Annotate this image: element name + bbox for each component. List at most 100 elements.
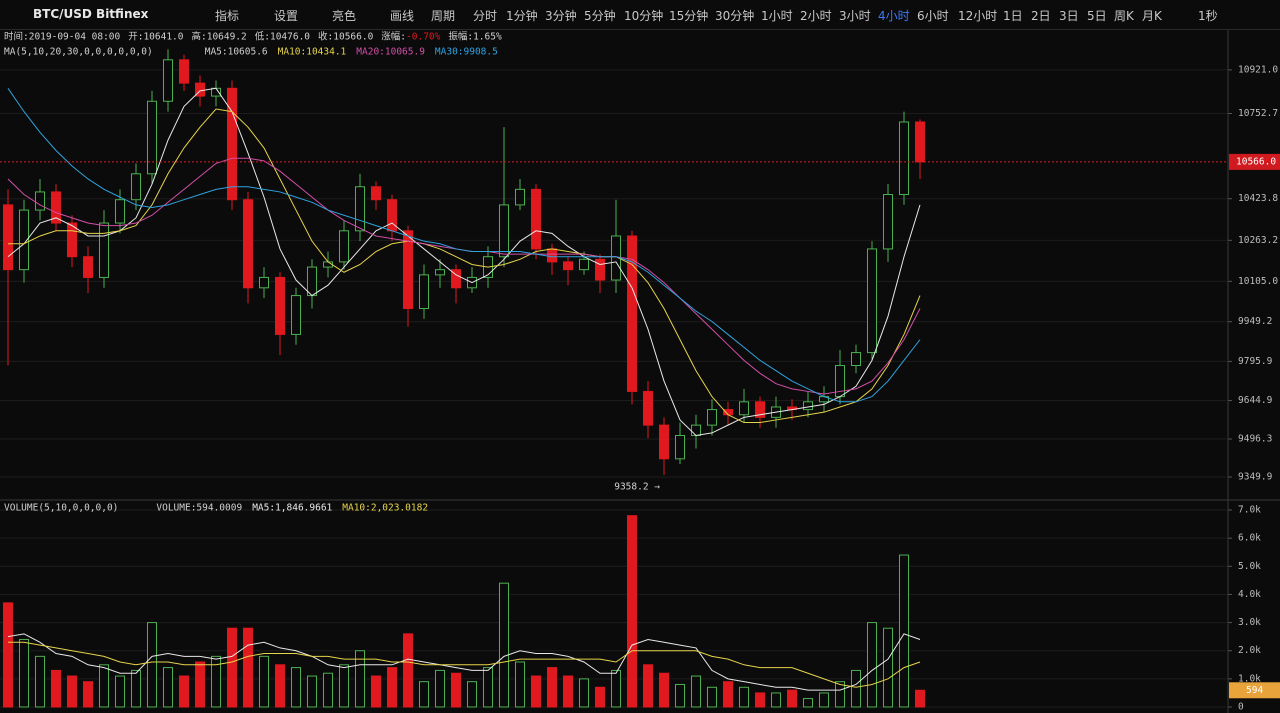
volume-bar	[83, 681, 93, 708]
toolbar-item[interactable]: 2日	[1031, 9, 1051, 23]
toolbar-item[interactable]: 设置	[274, 9, 299, 23]
candle-body	[755, 401, 765, 418]
y-tick-label: 9496.3	[1238, 434, 1272, 445]
candle-body	[227, 87, 237, 201]
toolbar-item[interactable]: 分时	[473, 9, 498, 23]
candle-body	[19, 209, 29, 271]
legend-text: MA(5,10,20,30,0,0,0,0,0,0)	[4, 47, 153, 58]
last-volume-box	[1229, 682, 1280, 699]
volume-bar	[195, 661, 205, 708]
volume-bar	[755, 692, 765, 708]
toolbar-item[interactable]: 10分钟	[624, 9, 664, 23]
volume-bar	[531, 675, 541, 708]
volume-bar	[403, 633, 413, 708]
volume-bar	[323, 672, 333, 708]
volume-bar	[707, 686, 717, 708]
volume-bar	[851, 669, 861, 708]
volume-bar	[179, 675, 189, 708]
candle-body	[595, 258, 605, 281]
toolbar-item[interactable]: 30分钟	[715, 9, 755, 23]
candle-body	[675, 434, 685, 460]
toolbar-item[interactable]: 1秒	[1198, 9, 1218, 23]
y-tick-label: 9949.2	[1238, 316, 1272, 327]
candle-body	[803, 401, 813, 411]
legend-text: VOLUME(5,10,0,0,0,0)	[4, 503, 118, 514]
volume-bar	[547, 667, 557, 708]
candle-body	[371, 186, 381, 201]
toolbar-item[interactable]: 12小时	[958, 9, 998, 23]
toolbar-item[interactable]: 1日	[1003, 9, 1023, 23]
volume-bar	[483, 667, 493, 708]
toolbar-item[interactable]: 周期	[431, 9, 456, 23]
volume-bar	[803, 698, 813, 708]
toolbar-item[interactable]: 5分钟	[584, 9, 616, 23]
candle-body	[435, 269, 445, 276]
toolbar-item[interactable]: 5日	[1087, 9, 1107, 23]
volume-bar	[147, 622, 157, 708]
volume-bar	[435, 669, 445, 708]
y-tick-label: 10921.0	[1238, 64, 1278, 75]
candle-body	[419, 274, 429, 310]
candle-body	[51, 191, 61, 224]
candle-body	[179, 59, 189, 84]
y-tick-label: 0	[1238, 702, 1244, 713]
toolbar-item[interactable]: 1小时	[761, 9, 793, 23]
volume-bar	[659, 672, 669, 708]
toolbar-item[interactable]: 15分钟	[669, 9, 709, 23]
ma-line	[8, 641, 921, 688]
toolbar-item[interactable]: 亮色	[332, 9, 357, 23]
ma-line	[7, 88, 921, 403]
candle-body	[339, 230, 349, 263]
volume-bar	[515, 661, 525, 708]
info-text: 涨幅:	[381, 31, 406, 43]
toolbar-item[interactable]: 周K	[1114, 9, 1134, 23]
last-price-label: 10566.0	[1236, 156, 1276, 167]
toolbar-item[interactable]: 2小时	[800, 9, 832, 23]
candle-body	[99, 222, 109, 278]
volume-bar	[275, 664, 285, 708]
volume-bar	[419, 681, 429, 708]
toolbar-item[interactable]: 1分钟	[506, 9, 538, 23]
volume-bar	[131, 669, 141, 708]
toolbar-item[interactable]: 6小时	[917, 9, 949, 23]
candle-body	[531, 188, 541, 250]
volume-bar	[67, 675, 77, 708]
ma-line	[7, 157, 921, 395]
volume-bar	[595, 686, 605, 708]
info-text: 振幅:1.65%	[448, 31, 502, 43]
y-tick-label: 10105.0	[1238, 276, 1278, 287]
candle-body	[627, 235, 637, 392]
toolbar: BTC/USD Bitfinex 指标 设置 亮色 画线 周期 分时 1分钟 3分钟 5分钟 10…	[0, 0, 1280, 30]
volume-bar	[739, 686, 749, 708]
candle-body	[147, 100, 157, 175]
toolbar-item[interactable]: 指标	[215, 9, 240, 23]
volume-bar	[371, 675, 381, 708]
ma-line	[7, 87, 921, 437]
volume-bar	[467, 681, 477, 708]
y-tick-label: 9644.9	[1238, 395, 1273, 406]
volume-bar	[307, 675, 317, 708]
candle-body	[195, 82, 205, 97]
candle-body	[643, 390, 653, 426]
toolbar-item[interactable]: 4小时	[878, 9, 910, 23]
chart: 10921.0 10752.7 10423.8 10263.2 10105.0 9949.…	[0, 30, 1280, 713]
candle-body	[867, 248, 877, 354]
volume-bar	[51, 669, 61, 708]
toolbar-item[interactable]: 月K	[1142, 9, 1162, 23]
candle-body	[259, 276, 269, 289]
toolbar-item[interactable]: 3小时	[839, 9, 871, 23]
toolbar-item[interactable]: 画线	[390, 9, 415, 23]
volume-bar	[867, 622, 877, 708]
y-tick-label: 10423.8	[1238, 193, 1278, 204]
volume-bar	[259, 655, 269, 708]
candle-body	[563, 261, 573, 271]
symbol[interactable]: BTC/USD Bitfinex	[33, 7, 149, 21]
y-tick-label: 10752.7	[1238, 108, 1278, 119]
toolbar-item[interactable]: 3分钟	[545, 9, 577, 23]
candle-body	[3, 204, 13, 271]
candle-body	[899, 121, 909, 196]
toolbar-item[interactable]: 3日	[1059, 9, 1079, 23]
legend-text: MA5:10605.6	[205, 47, 268, 58]
candle-body	[131, 173, 141, 201]
volume-bar	[579, 678, 589, 708]
